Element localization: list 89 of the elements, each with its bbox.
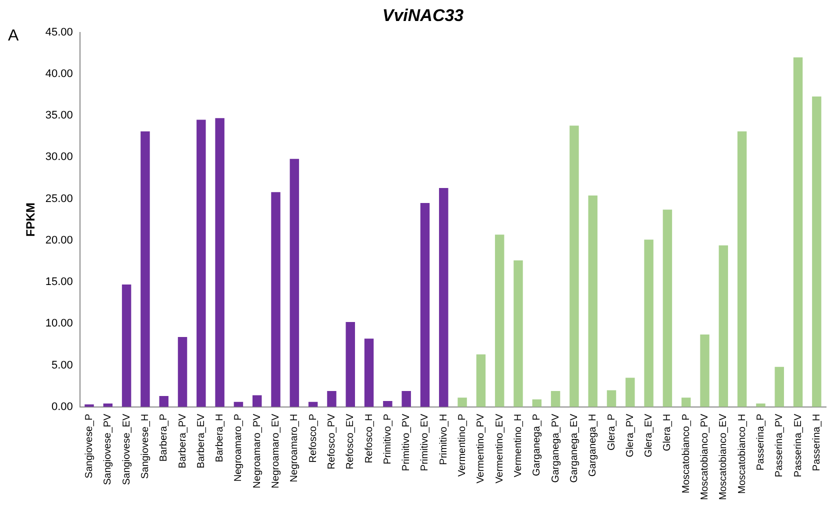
x-tick-label: Glera_H [662,414,674,452]
y-tick-label: 15.00 [45,276,73,288]
x-tick-label: Sangiovese_P [84,414,96,478]
chart-title: VviNAC33 [382,6,464,25]
y-tick-label: 45.00 [45,26,73,38]
x-tick-label: Refosco_EV [345,414,356,470]
y-axis-title: FPKM [24,202,38,237]
x-tick-label: Garganega_P [532,414,543,476]
x-tick-label: Vermentino_PV [476,414,487,484]
bar [532,399,542,407]
y-tick-label: 5.00 [52,359,73,372]
bar [458,398,467,407]
x-tick-label: Sangiovese_PV [102,414,114,486]
x-tick-label: Primitivo_PV [401,414,412,472]
x-tick-label: Refosco_H [364,414,375,464]
x-tick-label: Glera_EV [644,414,655,458]
x-tick-label: Primitivo_H [438,414,450,465]
x-tick-label: Negroamaro_H [289,414,300,482]
bar [196,120,206,407]
x-tick-label: Vermentino_P [457,414,468,477]
x-tick-label: Passerina_PV [774,414,786,478]
x-tick-label: Vermentino_EV [494,414,506,484]
y-tick-label: 25.00 [45,192,73,205]
x-tick-label: Primitivo_P [382,414,394,464]
bar [494,234,504,407]
x-tick-label: Barbera_PV [177,414,188,468]
bar [644,240,654,407]
bar [718,245,728,407]
bar [271,192,280,407]
bar [570,126,579,407]
bar [700,334,710,407]
x-tick-label: Barbera_EV [196,414,207,468]
x-tick-label: Moscatobianco_EV [718,414,730,500]
bar [122,284,132,407]
bar [439,188,448,407]
bar [402,391,411,407]
x-tick-label: Passerina_EV [792,414,804,478]
y-tick-label: 20.00 [45,234,73,246]
x-tick-label: Moscatobianco_P [680,414,692,494]
x-tick-label: Negroamaro_P [233,414,244,482]
bar [215,118,224,407]
bar [178,336,188,407]
x-tick-label: Moscatobianco_H [736,414,748,494]
bar [383,401,392,407]
bar [420,202,430,407]
x-tick-label: Negroamaro_EV [270,414,282,488]
bar [681,398,691,407]
bar [737,131,747,407]
bar [140,131,150,407]
x-tick-label: Refosco_PV [326,414,338,470]
x-tick-label: Garganega_H [588,414,599,477]
y-tick-label: 30.00 [45,151,73,164]
bar [346,322,355,407]
x-tick-label: Moscatobianco_PV [700,414,711,500]
y-tick-label: 0.00 [52,400,73,413]
x-tick-label: Primitivo_EV [420,414,431,472]
bar [327,391,336,407]
x-tick-label: Barbera_P [158,414,170,462]
bar [588,195,598,407]
bar [793,57,803,407]
bar [662,210,672,407]
x-tick-label: Sangiovese_H [140,414,151,479]
text: A [8,27,19,44]
x-tick-label: Sangiovese_EV [121,414,132,486]
bar [476,354,486,407]
x-tick-label: Negroamaro_PV [252,414,263,488]
x-tick-label: Glera_PV [624,414,636,458]
bar [626,378,635,407]
bar [756,404,766,407]
bar [550,391,560,407]
x-tick-label: Garganega_EV [568,414,580,483]
bar [606,390,616,407]
x-tick-label: Garganega_PV [550,414,562,483]
x-tick-label: Passerina_H [811,414,822,472]
bar [252,395,262,407]
x-tick-label: Refosco_P [308,414,319,463]
x-tick-label: Vermentino_H [512,414,524,478]
x-tick-label: Barbera_H [214,414,226,462]
x-tick-label: Passerina_P [755,414,766,471]
bar [290,158,300,407]
bar [514,260,523,407]
bar [159,396,168,407]
bar [364,338,374,407]
y-tick-label: 10.00 [45,318,73,330]
bar [774,366,784,407]
x-tick-label: Glera_P [606,414,618,451]
y-tick-label: 35.00 [45,110,73,122]
y-tick-label: 40.00 [45,68,73,80]
bar [812,96,822,407]
